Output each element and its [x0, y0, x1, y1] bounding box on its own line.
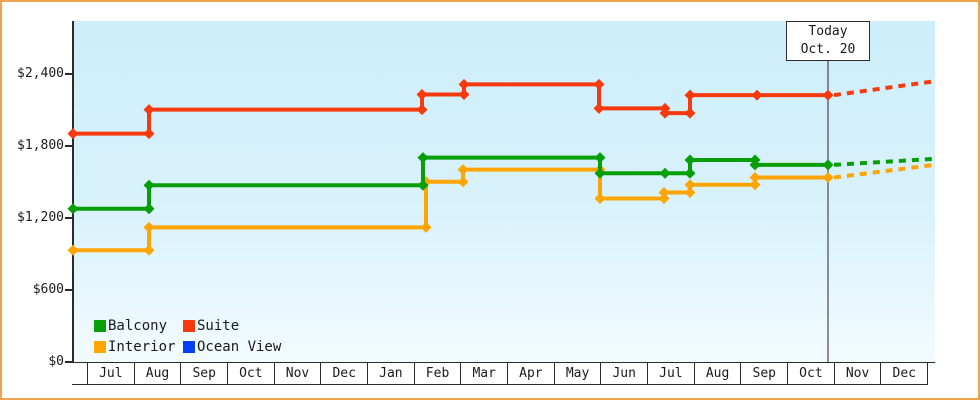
x-axis-lead-cell: [72, 363, 88, 384]
legend-row-2: Interior Ocean View: [94, 336, 281, 357]
y-tick-mark: [65, 288, 73, 291]
y-tick-label: $1,800: [17, 137, 64, 153]
legend-item-ocean-view: Ocean View: [183, 339, 281, 355]
x-axis-month: Jul: [648, 363, 695, 384]
legend-item-interior: Interior: [94, 339, 183, 355]
legend-item-suite: Suite: [183, 318, 239, 334]
y-tick-label: $600: [32, 281, 64, 297]
legend-swatch: [94, 340, 106, 353]
y-tick-mark: [65, 361, 73, 363]
x-axis-month: Jul: [88, 363, 135, 384]
today-title: Today: [808, 24, 848, 39]
x-axis-month: Nov: [835, 363, 882, 384]
x-axis-month: Feb: [415, 363, 462, 384]
y-tick-mark: [65, 144, 73, 147]
plot-area: [74, 21, 935, 362]
legend-swatch: [183, 340, 195, 353]
chart-legend: Balcony Suite Interior Ocean View: [94, 315, 281, 357]
x-axis-month: Aug: [695, 363, 742, 384]
legend-label: Suite: [197, 317, 240, 334]
legend-item-balcony: Balcony: [94, 318, 183, 334]
x-axis-month: Sep: [181, 363, 229, 384]
x-axis-month: Dec: [892, 366, 916, 381]
x-axis-month: Oct: [788, 363, 835, 384]
x-axis-month: Jan: [368, 363, 415, 384]
x-axis-month: Mar: [461, 363, 509, 384]
x-axis-month: Apr: [508, 363, 555, 384]
legend-swatch: [183, 319, 195, 332]
legend-label: Interior: [108, 338, 176, 355]
x-axis-month: Jun: [601, 363, 649, 384]
y-tick-label: $0: [48, 354, 64, 369]
x-axis-month: Dec: [321, 363, 369, 384]
y-tick-label: $2,400: [17, 65, 64, 81]
x-axis-month: Sep: [741, 363, 789, 384]
x-axis-month: Oct: [228, 363, 275, 384]
legend-label: Ocean View: [197, 338, 282, 355]
legend-row-1: Balcony Suite: [94, 315, 281, 336]
x-axis-month-row: Jul Aug Sep Oct Nov Dec Jan Feb Mar Apr May Jun Jul A…: [72, 363, 928, 385]
x-axis-month: Nov: [275, 363, 322, 384]
legend-swatch: [94, 319, 106, 332]
x-axis-month: Aug: [135, 363, 182, 384]
y-axis: [72, 21, 74, 385]
legend-label: Balcony: [108, 317, 168, 334]
y-tick-label: $1,200: [17, 209, 64, 225]
y-tick-mark: [65, 72, 73, 75]
y-tick-mark: [65, 216, 73, 219]
x-axis: [72, 362, 935, 363]
today-date: Oct. 20: [800, 42, 856, 57]
x-axis-month: May: [555, 363, 602, 384]
today-annotation: Today Oct. 20: [786, 21, 870, 61]
